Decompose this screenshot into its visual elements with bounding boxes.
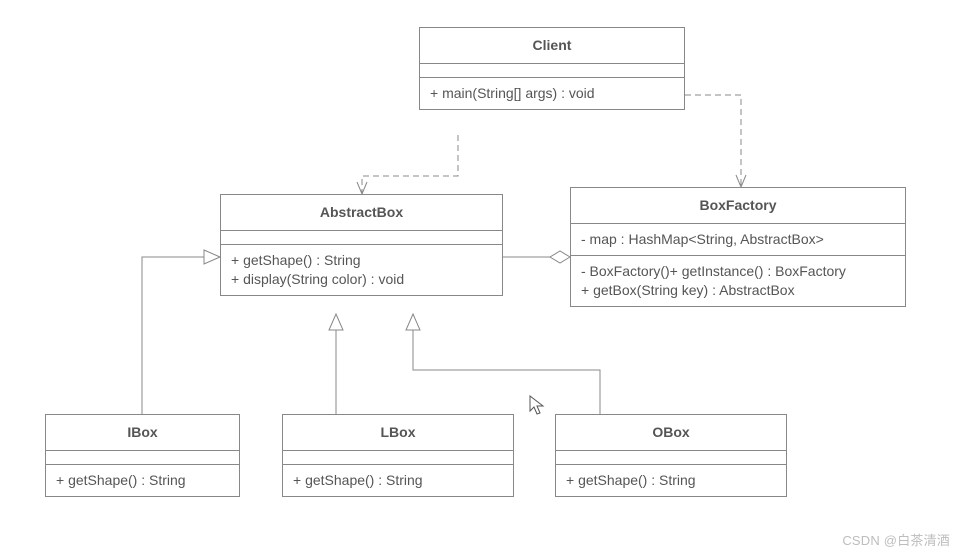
attribute-line: - map : HashMap<String, AbstractBox> (581, 230, 895, 249)
class-obox: OBox + getShape() : String (555, 414, 787, 497)
method-line: + getBox(String key) : AbstractBox (581, 281, 895, 300)
class-ibox: IBox + getShape() : String (45, 414, 240, 497)
class-lbox-name: LBox (283, 415, 513, 451)
class-obox-name: OBox (556, 415, 786, 451)
method-line: + getShape() : String (56, 471, 229, 490)
class-abstractbox-attributes (221, 231, 502, 245)
watermark-text: CSDN @白茶清酒 (842, 530, 950, 549)
class-obox-attributes (556, 451, 786, 465)
class-obox-methods: + getShape() : String (556, 465, 786, 496)
method-line: + display(String color) : void (231, 270, 492, 289)
cursor-icon (529, 395, 545, 417)
edge-obox-abstractbox (413, 314, 600, 414)
class-boxfactory-name: BoxFactory (571, 188, 905, 224)
class-client: Client + main(String[] args) : void (419, 27, 685, 110)
edge-ibox-abstractbox (142, 257, 220, 414)
class-ibox-name: IBox (46, 415, 239, 451)
class-client-name: Client (420, 28, 684, 64)
class-lbox-attributes (283, 451, 513, 465)
class-abstractbox: AbstractBox + getShape() : String + disp… (220, 194, 503, 296)
class-client-methods: + main(String[] args) : void (420, 78, 684, 109)
method-line: + getShape() : String (231, 251, 492, 270)
method-line: - BoxFactory()+ getInstance() : BoxFacto… (581, 262, 895, 281)
method-line: + getShape() : String (293, 471, 503, 490)
method-line: + main(String[] args) : void (430, 84, 674, 103)
class-lbox: LBox + getShape() : String (282, 414, 514, 497)
class-abstractbox-methods: + getShape() : String + display(String c… (221, 245, 502, 295)
class-lbox-methods: + getShape() : String (283, 465, 513, 496)
class-boxfactory-methods: - BoxFactory()+ getInstance() : BoxFacto… (571, 256, 905, 306)
class-client-attributes (420, 64, 684, 78)
class-boxfactory-attributes: - map : HashMap<String, AbstractBox> (571, 224, 905, 256)
edge-client-abstractbox (362, 135, 458, 194)
class-ibox-attributes (46, 451, 239, 465)
method-line: + getShape() : String (566, 471, 776, 490)
class-ibox-methods: + getShape() : String (46, 465, 239, 496)
class-boxfactory: BoxFactory - map : HashMap<String, Abstr… (570, 187, 906, 307)
edge-client-boxfactory (685, 95, 741, 187)
class-abstractbox-name: AbstractBox (221, 195, 502, 231)
